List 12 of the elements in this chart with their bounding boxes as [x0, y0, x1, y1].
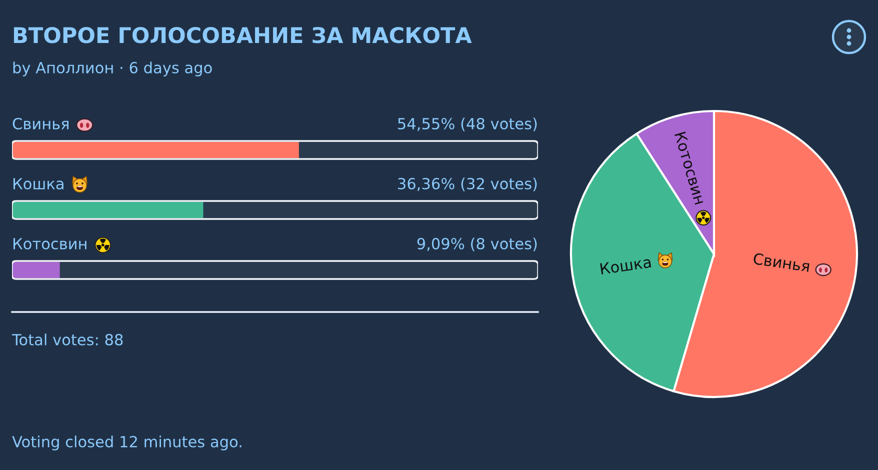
chart-title: ВТОРОЕ ГОЛОСОВАНИЕ ЗА МАСКОТА	[14, 26, 472, 44]
data-label: 36,36% (32 votes)	[398, 178, 537, 192]
data-label: 9,09% (8 votes)	[417, 238, 537, 252]
category-label: Свинья	[12, 118, 68, 130]
data-label: 54,55% (48 votes)	[398, 118, 537, 132]
category-label: Кошка	[14, 178, 64, 190]
slice-label: Кошка	[600, 256, 652, 275]
category-label: Котосвин	[14, 238, 86, 250]
text: Total votes: 88	[12, 334, 123, 346]
chart-subtitle: by Аполлион · 6 days ago	[13, 62, 212, 76]
slice-label: Свинья	[753, 252, 810, 272]
text: Voting closed 12 minutes ago.	[12, 436, 242, 450]
